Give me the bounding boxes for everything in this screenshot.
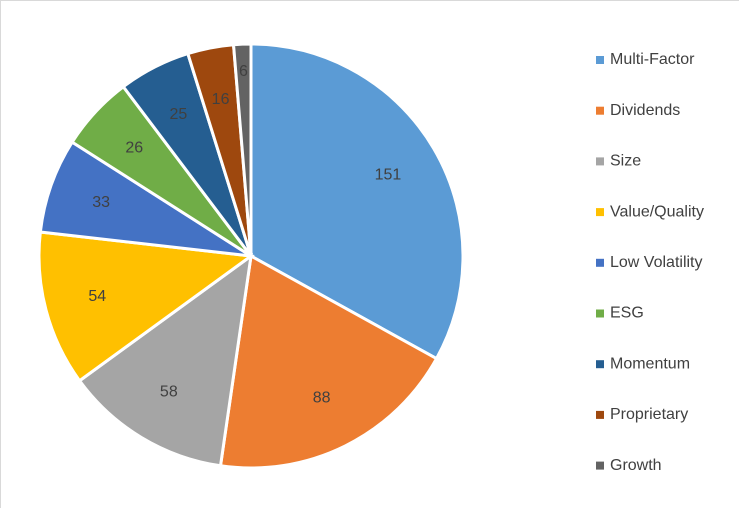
data-label: 26 <box>125 139 143 156</box>
legend-label: Value/Quality <box>610 203 704 220</box>
legend-swatch <box>596 106 604 115</box>
legend-swatch <box>596 360 604 369</box>
legend-label: Multi-Factor <box>610 51 695 68</box>
pie-slice-dividends <box>218 253 439 470</box>
legend-label: Dividends <box>610 102 680 119</box>
legend-label: Size <box>610 153 641 170</box>
pie-slice-size <box>77 252 253 468</box>
data-label: 25 <box>169 106 187 123</box>
legend-swatch <box>596 258 604 267</box>
data-label: 58 <box>160 383 178 400</box>
legend-swatch <box>596 56 604 64</box>
data-label: 33 <box>92 194 110 211</box>
legend-label: ESG <box>610 305 644 322</box>
legend-label: Proprietary <box>610 406 688 423</box>
legend-swatch <box>596 461 604 470</box>
data-label: 151 <box>375 166 402 183</box>
legend-label: Growth <box>610 457 662 474</box>
legend-swatch <box>596 309 604 318</box>
data-label: 88 <box>313 390 331 407</box>
pie-slices <box>37 42 465 470</box>
legend-label: Momentum <box>610 355 690 372</box>
legend-label: Low Volatility <box>610 254 703 271</box>
pie-slice-multi-factor <box>249 42 465 361</box>
data-label: 6 <box>239 63 248 80</box>
legend-swatch <box>596 208 604 217</box>
legend: Multi-Factor Dividends Size Value/Quality Lo… <box>596 51 704 474</box>
data-label: 16 <box>212 91 230 108</box>
legend-swatch <box>596 410 604 419</box>
data-labels: 151 88 58 54 33 26 25 16 6 <box>88 63 401 407</box>
legend-swatch <box>596 157 604 166</box>
pie-slice-value-quality <box>37 230 255 383</box>
pie-slice-growth <box>231 42 253 257</box>
data-label: 54 <box>88 288 106 305</box>
